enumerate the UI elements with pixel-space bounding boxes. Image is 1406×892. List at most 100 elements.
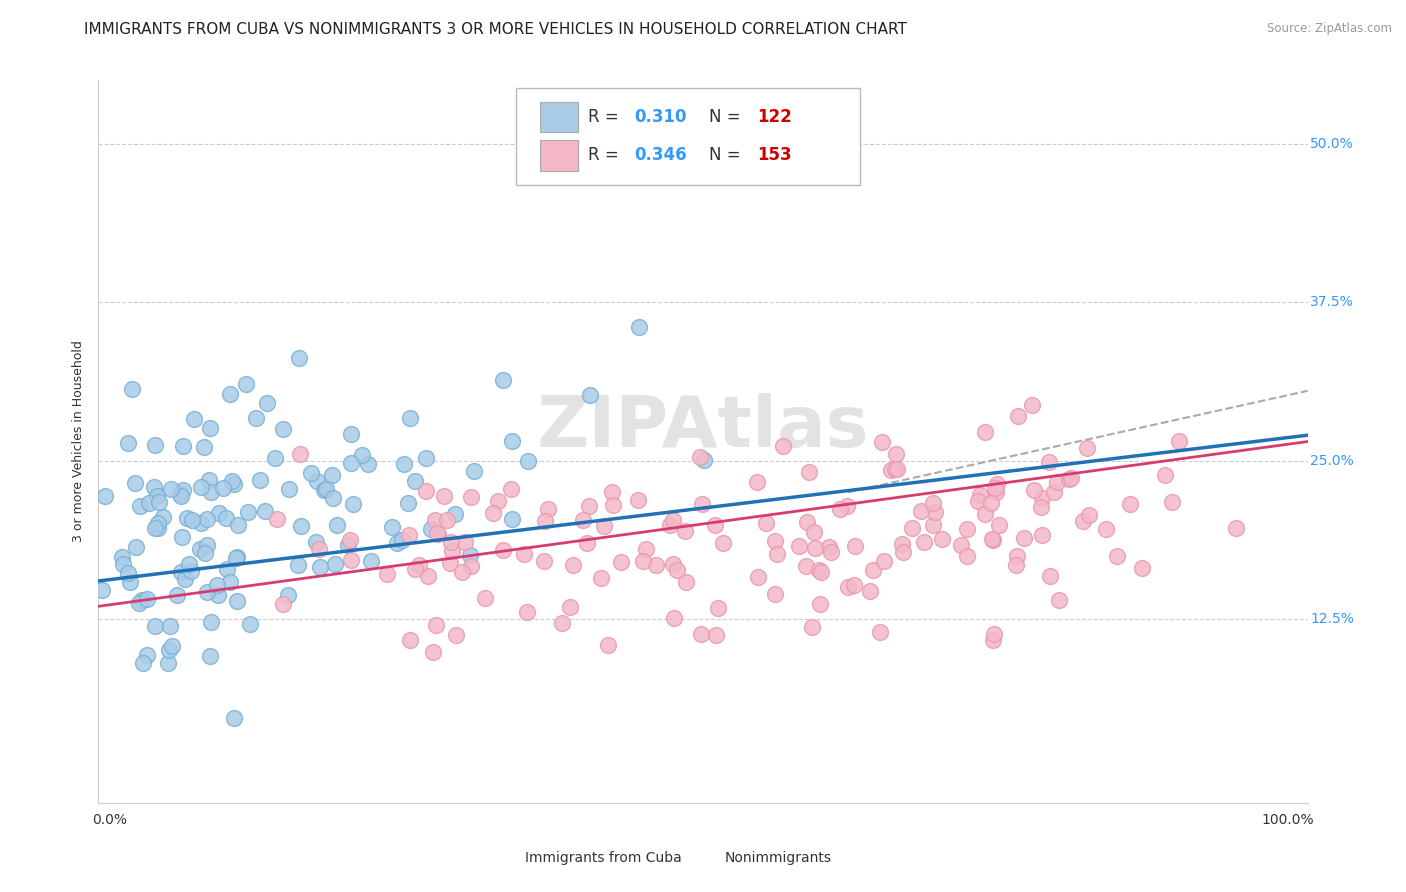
Point — [666, 563, 689, 577]
Point — [862, 564, 884, 578]
Point — [763, 533, 786, 548]
Point — [219, 574, 242, 589]
Point — [385, 536, 408, 550]
Point — [111, 557, 134, 571]
Point — [492, 543, 515, 558]
Point — [245, 411, 267, 425]
Text: 100.0%: 100.0% — [1261, 813, 1313, 827]
Text: 0.346: 0.346 — [634, 146, 686, 164]
Point — [120, 575, 142, 590]
Point — [596, 638, 619, 652]
Text: 0.0%: 0.0% — [93, 813, 128, 827]
Text: 0.310: 0.310 — [634, 108, 686, 126]
Point — [974, 425, 997, 439]
Point — [221, 474, 243, 488]
Point — [1119, 497, 1142, 511]
Point — [181, 513, 204, 527]
Point — [576, 535, 599, 549]
Point — [394, 457, 416, 471]
Point — [396, 496, 419, 510]
Point — [423, 513, 446, 527]
Point — [551, 615, 574, 630]
Point — [454, 534, 477, 549]
Point — [675, 574, 697, 589]
Point — [703, 517, 725, 532]
Point — [200, 615, 222, 629]
Point — [152, 509, 174, 524]
Point — [277, 589, 299, 603]
Point — [1167, 434, 1189, 449]
Point — [661, 557, 683, 571]
Point — [205, 577, 228, 591]
Point — [1130, 561, 1153, 575]
Point — [772, 439, 794, 453]
Point — [323, 557, 346, 571]
Point — [146, 489, 169, 503]
Point — [872, 554, 894, 568]
Point — [986, 484, 1008, 499]
Point — [820, 545, 842, 559]
Point — [117, 566, 139, 581]
Point — [391, 533, 413, 547]
Point — [986, 477, 1008, 491]
Point — [844, 539, 866, 553]
Point — [690, 497, 713, 511]
Point — [796, 515, 818, 529]
Point — [215, 511, 238, 525]
Point — [157, 643, 180, 657]
Point — [981, 632, 1004, 647]
Point — [572, 513, 595, 527]
Point — [591, 571, 613, 585]
Point — [766, 547, 789, 561]
Point — [375, 566, 398, 581]
Point — [458, 548, 481, 562]
Point — [763, 587, 786, 601]
Text: 37.5%: 37.5% — [1310, 295, 1354, 310]
Point — [745, 475, 768, 489]
Point — [131, 656, 153, 670]
Y-axis label: 3 or more Vehicles in Household: 3 or more Vehicles in Household — [72, 341, 84, 542]
Point — [1021, 399, 1043, 413]
Point — [980, 496, 1002, 510]
Point — [399, 410, 422, 425]
Point — [891, 545, 914, 559]
Point — [1038, 455, 1060, 469]
Point — [980, 532, 1002, 546]
Point — [436, 513, 458, 527]
Text: 12.5%: 12.5% — [1310, 612, 1354, 626]
Point — [1031, 491, 1053, 505]
Point — [1022, 483, 1045, 497]
Point — [160, 639, 183, 653]
Point — [901, 521, 924, 535]
Point — [794, 559, 817, 574]
Point — [190, 516, 212, 530]
Point — [322, 491, 344, 505]
Point — [143, 480, 166, 494]
Point — [183, 412, 205, 426]
Point — [673, 524, 696, 539]
Point — [747, 570, 769, 584]
Point — [225, 593, 247, 607]
Point — [884, 447, 907, 461]
Point — [415, 451, 437, 466]
Text: Nonimmigrants: Nonimmigrants — [724, 852, 832, 865]
Point — [271, 597, 294, 611]
Point — [534, 514, 557, 528]
Point — [662, 611, 685, 625]
Point — [1005, 558, 1028, 573]
Text: 25.0%: 25.0% — [1310, 453, 1354, 467]
Point — [441, 544, 464, 558]
Point — [90, 582, 112, 597]
Point — [803, 525, 825, 540]
Point — [404, 562, 426, 576]
Point — [501, 482, 523, 496]
Point — [1225, 521, 1247, 535]
Point — [1077, 508, 1099, 522]
Point — [131, 592, 153, 607]
Point — [460, 490, 482, 504]
Point — [562, 558, 585, 573]
Point — [474, 591, 496, 605]
Point — [309, 560, 332, 574]
Bar — [690, 850, 717, 868]
Point — [967, 494, 990, 508]
